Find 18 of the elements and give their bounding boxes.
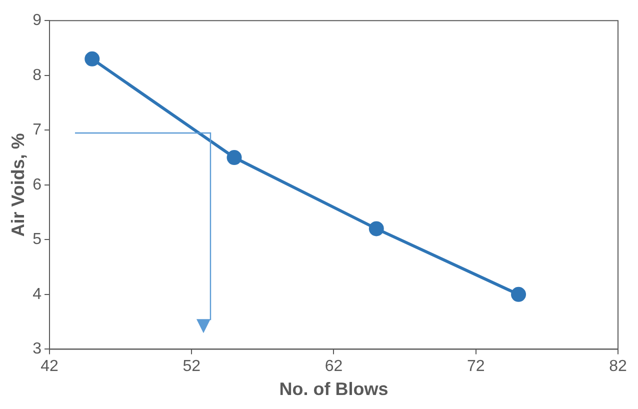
x-tick-label: 62	[324, 358, 343, 376]
y-tick-label: 3	[32, 340, 42, 358]
x-tick-label: 82	[609, 358, 627, 376]
y-tick-label: 5	[32, 231, 42, 248]
y-axis-title: Air Voids, %	[8, 133, 28, 237]
x-tick-label: 42	[40, 358, 58, 376]
x-tick-label: 72	[466, 358, 485, 376]
point	[226, 150, 242, 166]
y-tick-label: 8	[32, 66, 42, 84]
x-axis-title: No. of Blows	[279, 379, 388, 400]
y-tick-label: 6	[32, 176, 42, 194]
x-tick-label: 52	[182, 358, 201, 376]
point	[368, 221, 384, 236]
point	[511, 286, 526, 302]
y-tick-label: 9	[32, 12, 42, 30]
y-tick-label: 7	[32, 122, 42, 139]
point	[84, 51, 100, 66]
y-tick-label: 4	[32, 286, 42, 303]
